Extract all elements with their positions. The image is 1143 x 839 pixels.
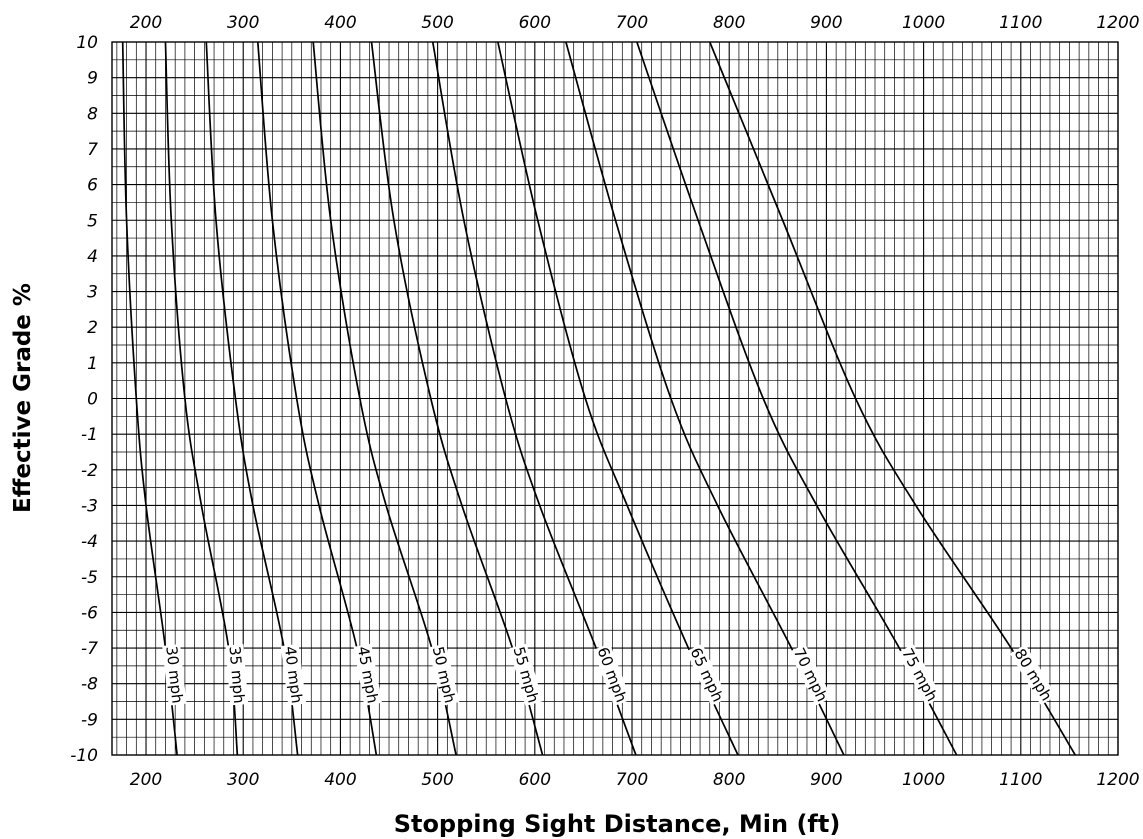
- curve-label-group: 70 mph: [789, 643, 832, 706]
- x-tick-label-top: 700: [616, 13, 648, 33]
- curve-label-background: [509, 643, 543, 707]
- y-tick-label: -4: [81, 532, 98, 552]
- x-tick-label-top: 500: [421, 13, 453, 33]
- x-tick-label: 700: [616, 770, 648, 790]
- x-tick-label-top: 1000: [902, 13, 945, 33]
- x-tick-label-top: 1100: [999, 13, 1042, 33]
- x-tick-label-top: 900: [810, 13, 842, 33]
- y-tick-label: -6: [81, 603, 98, 623]
- curve-label: 65 mph: [687, 645, 728, 705]
- curve-label-background: [428, 643, 460, 707]
- y-tick-label: -10: [70, 746, 98, 766]
- x-tick-label: 300: [227, 770, 259, 790]
- speed-curve: [565, 41, 845, 756]
- curve-label-group: 35 mph: [225, 644, 249, 706]
- curve-label: 75 mph: [898, 645, 941, 704]
- x-tick-label-top: 200: [130, 13, 162, 33]
- y-tick-label: 8: [87, 104, 98, 124]
- x-tick-label: 1200: [1096, 770, 1139, 790]
- curve-label-group: 80 mph: [1009, 644, 1057, 706]
- y-tick-label: 4: [87, 247, 98, 267]
- y-axis-label: Effective Grade %: [10, 283, 36, 513]
- y-tick-label: 6: [87, 176, 98, 196]
- curve-label-background: [685, 643, 728, 706]
- curve-label-background: [593, 643, 631, 707]
- curve-label-group: 65 mph: [685, 643, 728, 706]
- curve-label-group: 55 mph: [509, 643, 543, 707]
- curve-label: 40 mph: [281, 645, 306, 704]
- curve-label: 45 mph: [354, 645, 382, 705]
- y-tick-label: -8: [81, 675, 98, 695]
- x-tick-label: 400: [324, 770, 356, 790]
- x-tick-label-top: 600: [519, 13, 551, 33]
- y-tick-label: -2: [81, 461, 98, 481]
- speed-curve: [708, 41, 1076, 756]
- curve-label: 30 mph: [162, 645, 186, 704]
- speed-curve: [431, 41, 637, 756]
- plot-frame: [111, 41, 1119, 756]
- x-tick-label: 800: [713, 770, 745, 790]
- curve-label-background: [897, 644, 942, 706]
- speed-curve: [497, 41, 739, 756]
- y-tick-label: -7: [81, 639, 98, 659]
- curve-label-background: [162, 643, 187, 706]
- y-tick-label: 0: [87, 390, 98, 410]
- y-tick-label: 2: [87, 318, 98, 338]
- x-tick-label-top: 300: [227, 13, 259, 33]
- x-tick-label: 1100: [999, 770, 1042, 790]
- curve-label-group: 40 mph: [280, 643, 307, 706]
- curve-label-group: 30 mph: [162, 643, 187, 706]
- curve-label-background: [225, 644, 249, 706]
- curve-labels: 30 mph 35 mph 40 mph 45 mph 50 mph 55 mph 60 m…: [162, 643, 1057, 707]
- y-tick-label: 3: [87, 283, 98, 303]
- curve-label-background: [1009, 644, 1057, 706]
- y-tick-label: 10: [76, 33, 98, 53]
- curve-label-group: 50 mph: [428, 643, 460, 707]
- curve-label: 35 mph: [226, 645, 249, 704]
- y-tick-label: 1: [87, 354, 98, 374]
- curve-label-background: [789, 643, 832, 706]
- grid: [111, 41, 1119, 756]
- curve-label: 60 mph: [594, 645, 631, 705]
- curve-label: 70 mph: [790, 645, 831, 705]
- x-axis-label: Stopping Sight Distance, Min (ft): [394, 810, 841, 838]
- y-tick-label: -3: [81, 496, 98, 516]
- x-tick-label: 500: [421, 770, 453, 790]
- curve-label: 55 mph: [510, 645, 543, 705]
- curve-label-background: [280, 643, 307, 706]
- axis-ticks: 200 200 300 300 400 400 500 500 600 600 700 700 800 8…: [70, 13, 1139, 790]
- x-tick-label: 900: [810, 770, 842, 790]
- x-tick-label-top: 800: [713, 13, 745, 33]
- x-tick-label: 600: [519, 770, 551, 790]
- curve-label: 50 mph: [429, 645, 459, 705]
- curve-label-group: 45 mph: [353, 643, 383, 706]
- curve-label: 80 mph: [1011, 646, 1056, 705]
- y-tick-label: -9: [81, 710, 98, 730]
- x-tick-label: 1000: [902, 770, 945, 790]
- x-tick-label: 200: [130, 770, 162, 790]
- x-tick-label-top: 1200: [1096, 13, 1139, 33]
- y-tick-label: -5: [81, 568, 98, 588]
- x-tick-label-top: 400: [324, 13, 356, 33]
- y-tick-label: 5: [87, 211, 98, 231]
- y-tick-label: 7: [87, 140, 98, 160]
- curve-label-group: 60 mph: [593, 643, 631, 707]
- y-tick-label: 9: [87, 69, 98, 89]
- curve-label-background: [353, 643, 383, 706]
- y-tick-label: -1: [81, 425, 98, 445]
